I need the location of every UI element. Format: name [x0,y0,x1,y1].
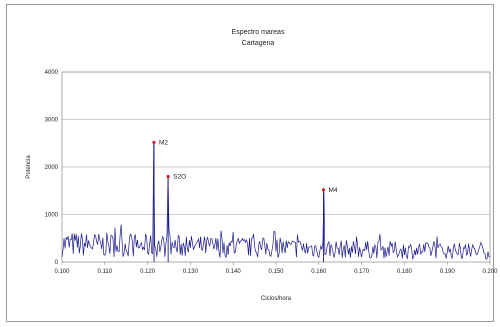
x-tick-label: 0.130 [183,269,199,275]
peak-label: M4 [329,187,338,194]
x-tick-labels: 0.100 0.110 0.120 0.130 0.140 0.150 0.160 0.170… [54,262,498,275]
chart-title: Espectro mareas [232,29,285,36]
peak-label: M2 [159,139,168,146]
grid-lines [62,71,490,215]
chart-subtitle: Cartagena [242,40,275,47]
y-tick-labels: 0 1000 2000 3000 4000 [45,70,59,266]
peak-marker [166,174,170,179]
x-tick-label: 0.190 [440,269,456,275]
x-tick-label: 0.200 [482,269,498,275]
peak-annotations: M2 S2O M4 [152,139,338,262]
x-tick-label: 0.100 [54,269,70,275]
x-tick-label: 0.170 [354,269,370,275]
x-tick-label: 0.160 [311,269,327,275]
y-tick-label: 3000 [45,118,59,124]
y-tick-label: 1000 [45,213,59,219]
x-axis-label: Ciclos/hora [261,296,292,302]
y-tick-label: 0 [55,260,59,266]
peak-label: S2O [173,174,186,181]
x-tick-label: 0.140 [226,269,242,275]
y-tick-label: 2000 [45,165,59,171]
y-tick-label: 4000 [45,70,59,76]
spectrum-series-line [61,142,491,260]
peak-marker [152,140,156,144]
peak-marker [321,188,326,192]
x-tick-label: 0.150 [268,269,284,275]
x-tick-label: 0.110 [98,269,113,275]
x-tick-label: 0.180 [397,269,413,275]
x-tick-label: 0.120 [140,269,156,275]
y-axis-label: Potencia [26,155,32,179]
